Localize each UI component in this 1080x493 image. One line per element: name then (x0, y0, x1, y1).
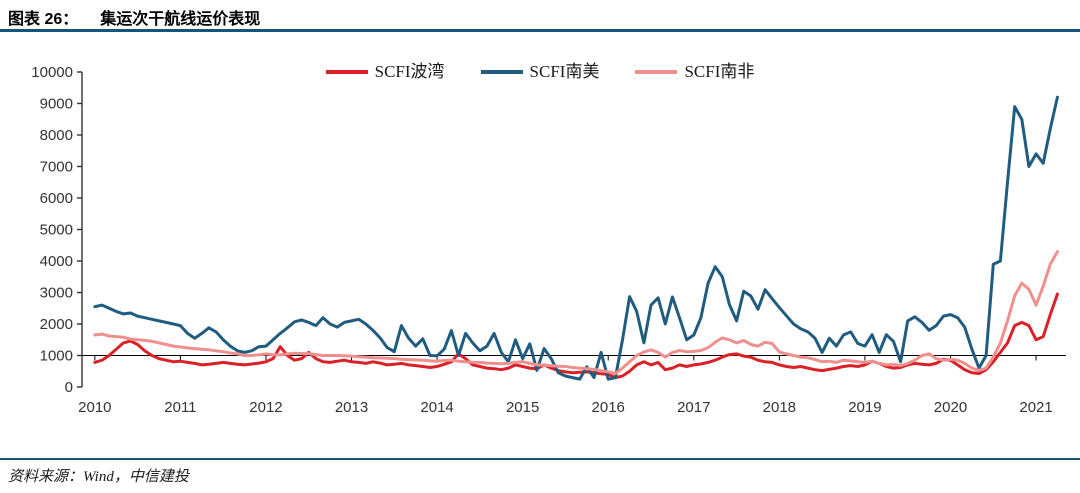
legend-label: SCFI南美 (529, 62, 600, 81)
y-tick-label: 8000 (40, 127, 73, 144)
x-tick-label: 2020 (934, 399, 967, 416)
chart-legend: SCFI波湾 SCFI南美 SCFI南非 (0, 63, 1080, 80)
y-tick-label: 2000 (40, 316, 73, 333)
x-tick-label: 2019 (848, 399, 881, 416)
x-tick-label: 2012 (249, 399, 282, 416)
figure-number: 图表 26： (8, 11, 79, 28)
line-chart: 0 1000 2000 3000 4000 5000 6000 7000 8000 9000 100… (31, 64, 1066, 416)
x-tick-label: 2017 (677, 399, 710, 416)
x-tick-label: 2013 (335, 399, 368, 416)
y-tick-label: 1000 (40, 348, 73, 365)
y-tick-label: 7000 (40, 159, 73, 176)
figure-header: 图表 26： 集运次干航线运价表现 (8, 5, 260, 29)
legend-swatch (635, 69, 678, 74)
y-tick-label: 9000 (40, 96, 73, 113)
y-tick-label: 5000 (40, 222, 73, 239)
y-tick-label: 6000 (40, 190, 73, 207)
chart-area: 0 1000 2000 3000 4000 5000 6000 7000 8000 9000 100… (0, 45, 1080, 445)
x-tick-label: 2018 (763, 399, 796, 416)
legend-swatch (325, 69, 368, 74)
legend-item: SCFI南美 (480, 62, 600, 81)
legend-swatch (480, 69, 523, 74)
header-divider (0, 29, 1080, 32)
x-tick-label: 2021 (1019, 399, 1052, 416)
series-line-1 (93, 95, 1059, 381)
x-tick-label: 2011 (164, 399, 196, 416)
series-line-2 (93, 250, 1059, 375)
legend-label: SCFI波湾 (374, 62, 445, 81)
legend-item: SCFI波湾 (325, 62, 445, 81)
footer-divider (0, 458, 1080, 460)
figure-title: 集运次干航线运价表现 (100, 11, 261, 28)
x-tick-label: 2010 (78, 399, 111, 416)
legend-item: SCFI南非 (635, 63, 754, 80)
legend-label: SCFI南非 (684, 62, 755, 81)
y-tick-label: 4000 (40, 253, 73, 270)
y-tick-label: 3000 (40, 285, 73, 302)
y-tick-label: 0 (65, 379, 73, 396)
x-tick-label: 2015 (506, 399, 539, 416)
x-tick-label: 2014 (420, 399, 453, 416)
source-text: 资料来源：Wind，中信建投 (8, 469, 189, 485)
x-tick-label: 2016 (592, 399, 625, 416)
series-line-0 (93, 292, 1059, 380)
y-tick-label: 10000 (31, 64, 73, 81)
